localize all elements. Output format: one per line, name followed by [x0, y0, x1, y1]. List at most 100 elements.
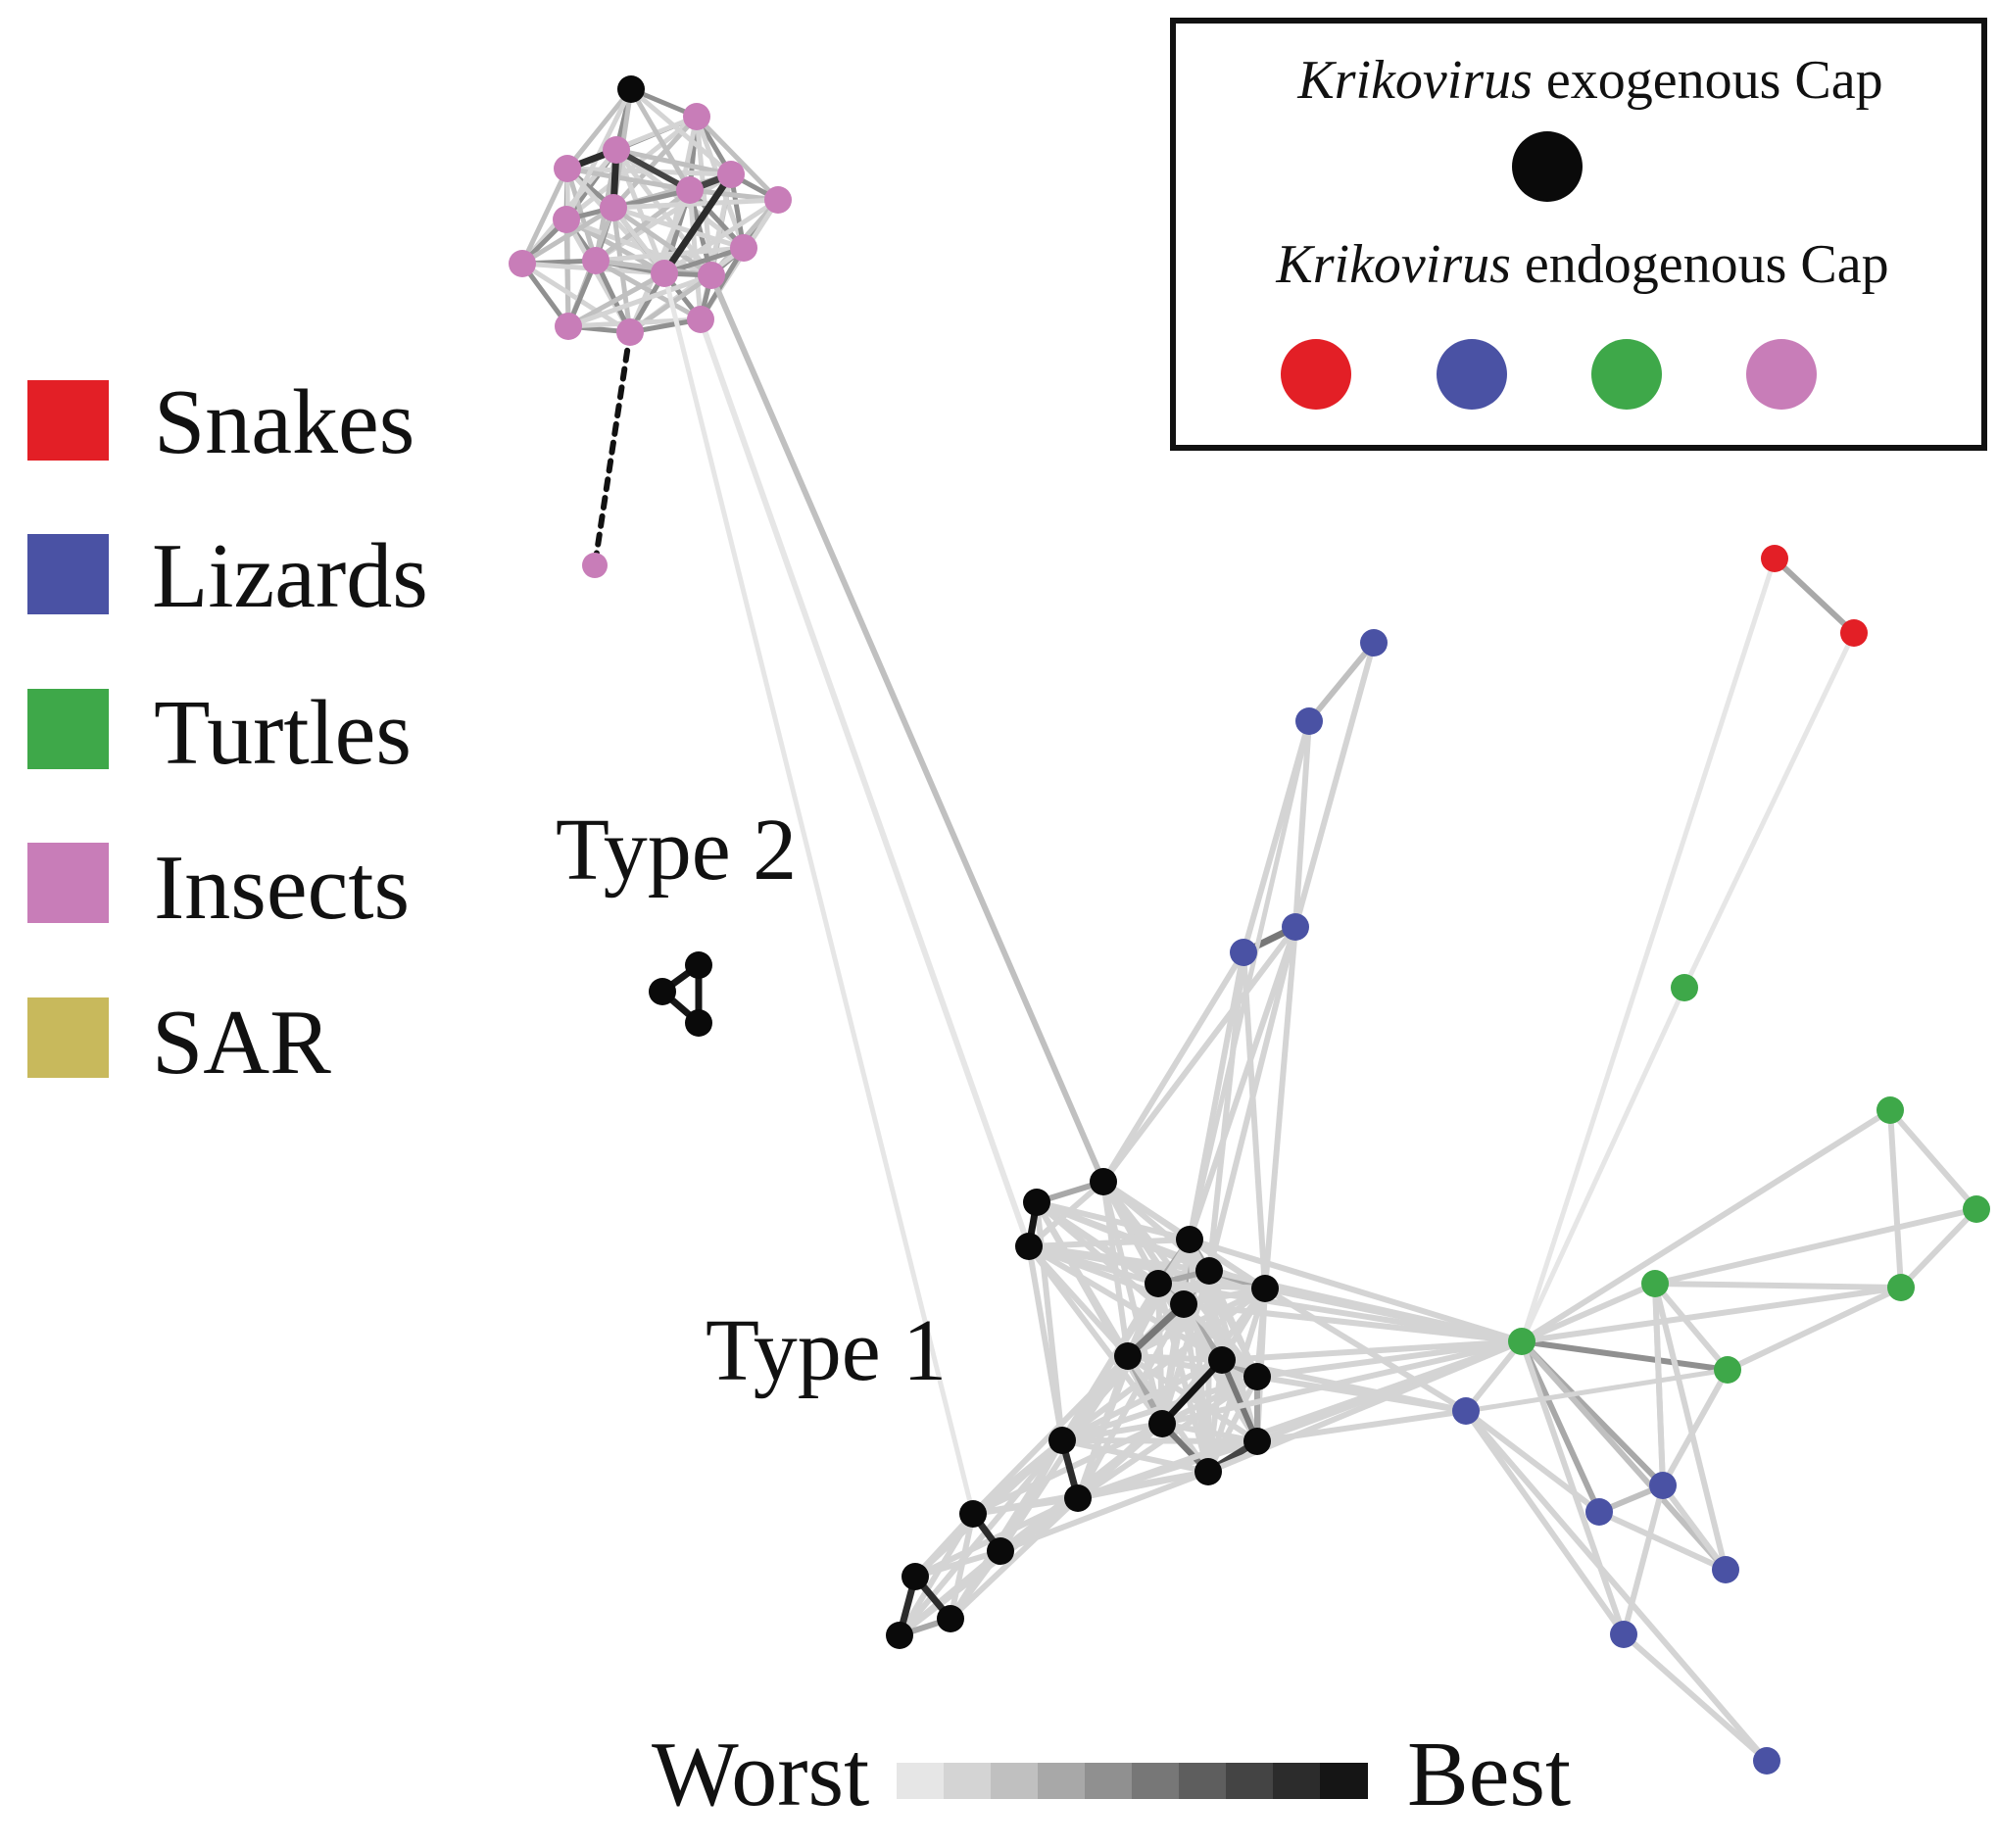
scale-shade-7	[1179, 1763, 1227, 1799]
exogenous-cap-label: Krikovirus exogenous Cap	[1296, 50, 1882, 111]
network-edge	[897, 1437, 1065, 1638]
legend-label-sar: SAR	[152, 992, 331, 1094]
endogenous-cap-dot-blue	[1437, 339, 1507, 410]
network-edge	[1187, 718, 1312, 1242]
turtle-node	[1641, 1270, 1669, 1297]
lizard-node	[1282, 913, 1309, 941]
insect-node	[582, 247, 609, 274]
insect-node	[582, 553, 608, 578]
scale-shade-5	[1085, 1763, 1133, 1799]
legend-swatch-lizards	[27, 534, 109, 614]
network-edge	[1660, 1367, 1730, 1488]
network-edge	[1519, 1338, 1627, 1637]
lizard-node	[1610, 1621, 1637, 1648]
scale-shade-1	[897, 1763, 945, 1799]
network-edge	[628, 86, 693, 193]
network-edge	[1652, 1206, 1979, 1287]
insect-node	[555, 313, 582, 340]
network-edge	[1059, 1357, 1225, 1443]
network-edge	[1463, 1408, 1770, 1764]
exogenous-node	[685, 1009, 712, 1037]
network-edge	[1181, 1301, 1525, 1344]
legend-label-insects: Insects	[154, 837, 410, 939]
network-edge	[1059, 1374, 1260, 1443]
network-edge	[564, 86, 634, 171]
cluster-label-type2: Type 2	[556, 802, 797, 899]
lizard-node	[1585, 1498, 1613, 1526]
network-edge	[660, 170, 735, 277]
scale-label-best: Best	[1407, 1724, 1571, 1825]
exogenous-node	[886, 1622, 913, 1649]
lizard-node	[1230, 939, 1257, 966]
network-edge	[694, 114, 781, 203]
insect-node	[616, 318, 644, 346]
network-edge	[1026, 1237, 1193, 1249]
exogenous-node	[1194, 1458, 1222, 1485]
exogenous-node	[987, 1537, 1014, 1565]
network-edge	[1100, 949, 1246, 1185]
exogenous-node	[1114, 1342, 1142, 1370]
network-edge	[1292, 718, 1312, 930]
turtle-node	[1714, 1356, 1741, 1384]
insect-node	[730, 234, 757, 262]
cap-key-box: Krikovirus exogenous Cap Krikovirus endo…	[1170, 18, 1987, 451]
exogenous-node	[1090, 1168, 1117, 1195]
network-edge	[1463, 1408, 1602, 1515]
endogenous-cap-dot-red	[1281, 339, 1351, 410]
network-edge	[613, 147, 693, 193]
exogenous-node	[685, 951, 712, 979]
network-edge	[519, 261, 633, 335]
scale-gradient-bar	[897, 1763, 1368, 1799]
network-edge	[1887, 1107, 1979, 1212]
exogenous-node	[1243, 1363, 1271, 1390]
network-edge	[1262, 924, 1298, 1291]
network-edge	[1519, 1285, 1904, 1344]
network-edge	[1725, 1285, 1904, 1373]
network-edge	[1519, 1281, 1658, 1344]
scale-shade-3	[991, 1763, 1039, 1799]
insect-node	[687, 306, 714, 333]
scale-shade-2	[944, 1763, 992, 1799]
network-nodes	[509, 75, 1990, 1775]
lizard-node	[1360, 629, 1388, 657]
insect-node	[553, 206, 580, 233]
exogenous-node	[649, 978, 676, 1005]
network-edge	[1026, 1243, 1268, 1291]
host-legend: Snakes Lizards Turtles Insects SAR	[27, 371, 428, 1094]
legend-label-lizards: Lizards	[152, 525, 428, 627]
network-edge	[1519, 556, 1778, 1344]
scale-label-worst: Worst	[652, 1724, 869, 1825]
network-edge	[897, 1548, 1003, 1638]
insect-node	[698, 262, 725, 289]
network-edge	[1187, 924, 1298, 1242]
network-edge	[593, 245, 747, 264]
scale-shade-4	[1038, 1763, 1086, 1799]
turtle-node	[1887, 1274, 1915, 1301]
turtle-node	[1508, 1328, 1535, 1355]
insect-node	[676, 176, 704, 204]
network-edge	[1519, 985, 1687, 1344]
network-edge	[1660, 1483, 1729, 1573]
legend-label-turtles: Turtles	[154, 682, 412, 784]
lizard-node	[1649, 1472, 1677, 1499]
network-edge	[1034, 1199, 1193, 1242]
lizard-node	[1295, 707, 1323, 735]
insect-node	[554, 155, 581, 182]
network-edge	[1652, 1281, 1904, 1290]
network-edge	[698, 316, 1032, 1249]
network-edge	[519, 166, 570, 267]
turtle-node	[1876, 1096, 1904, 1124]
network-edge	[661, 197, 781, 276]
snake-node	[1840, 619, 1868, 647]
network-edge	[1463, 1367, 1730, 1414]
network-edge	[610, 205, 747, 251]
network-edge	[1519, 1338, 1730, 1373]
scale-shade-8	[1226, 1763, 1274, 1799]
insect-node	[764, 186, 792, 214]
network-edge	[1026, 1243, 1165, 1427]
exogenous-node	[1015, 1233, 1043, 1260]
network-edge	[1100, 924, 1298, 1185]
network-edge	[1621, 1631, 1770, 1764]
network-edge	[1187, 1237, 1525, 1344]
